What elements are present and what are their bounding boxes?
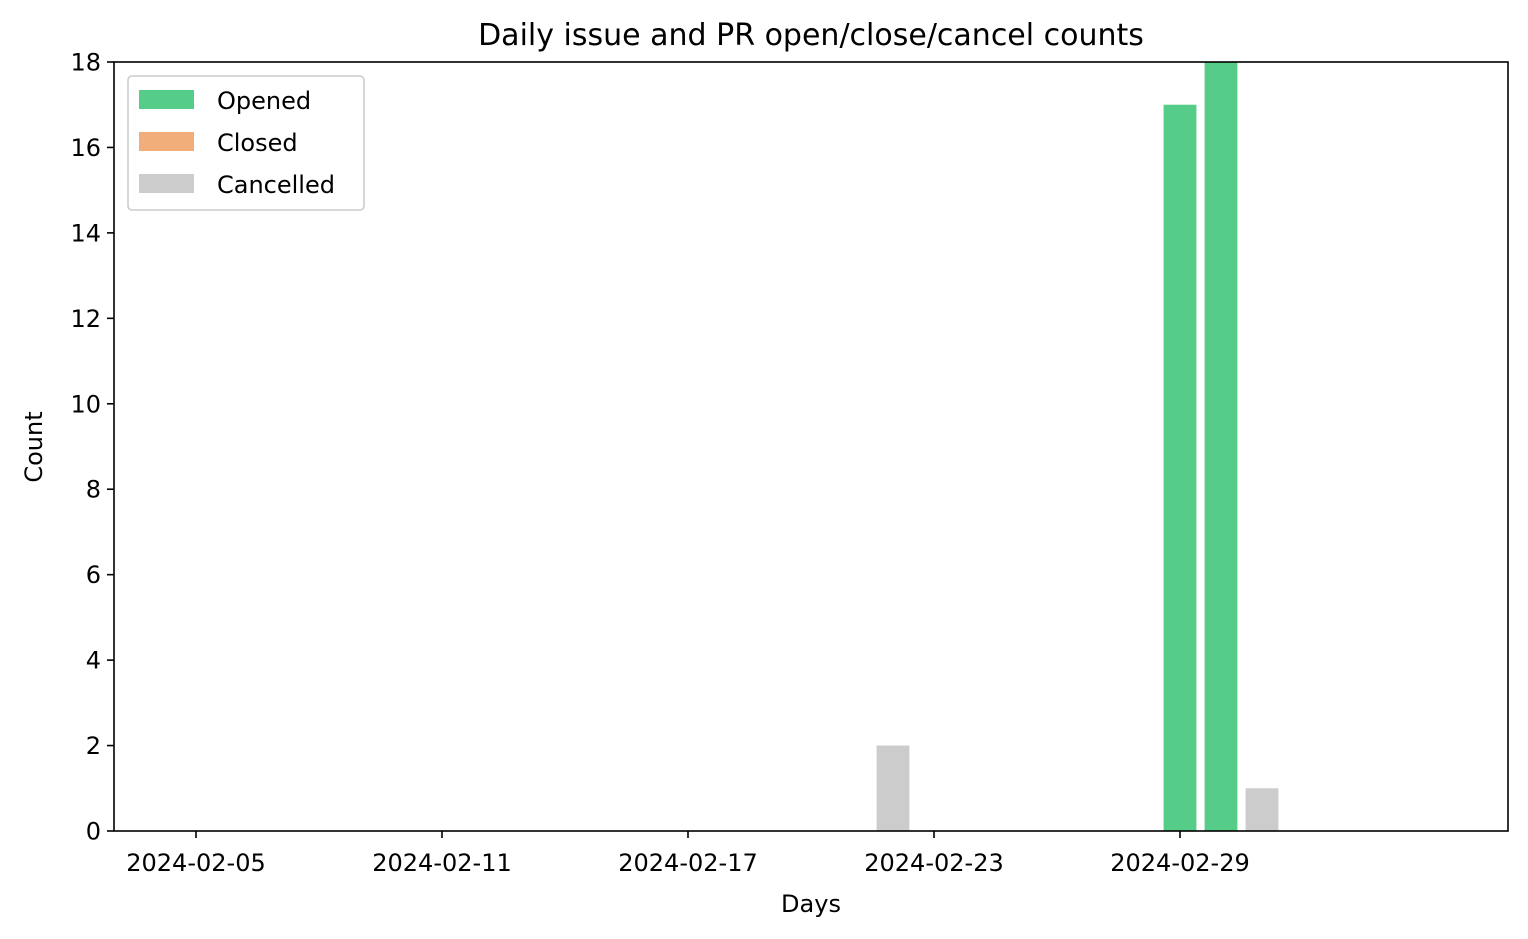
- y-tick-label: 10: [70, 390, 101, 418]
- legend: Opened Closed Cancelled: [127, 75, 365, 211]
- legend-label-cancelled: Cancelled: [217, 171, 335, 199]
- x-tick-label: 2024-02-29: [1110, 849, 1249, 877]
- y-tick-label: 4: [86, 647, 101, 675]
- y-axis-label: Count: [20, 411, 48, 482]
- y-tick-label: 14: [70, 219, 101, 247]
- y-tick-label: 8: [86, 476, 101, 504]
- bar-opened-0: [1163, 104, 1197, 831]
- x-axis-ticks: 2024-02-05 2024-02-11 2024-02-17 2024-02-23…: [126, 831, 1250, 877]
- x-axis-label: Days: [781, 890, 841, 918]
- y-tick-label: 6: [86, 561, 101, 589]
- legend-swatch-opened: [139, 90, 194, 109]
- legend-label-closed: Closed: [217, 129, 298, 157]
- y-tick-label: 18: [70, 49, 101, 77]
- x-tick-label: 2024-02-23: [864, 849, 1003, 877]
- plot-area-frame: [113, 61, 1509, 832]
- bar-cancelled-0: [876, 745, 910, 831]
- y-tick-label: 2: [86, 732, 101, 760]
- x-tick-label: 2024-02-05: [126, 849, 265, 877]
- bars: [876, 62, 1279, 831]
- bar-opened-1: [1204, 62, 1238, 831]
- chart-title: Daily issue and PR open/close/cancel cou…: [478, 18, 1144, 53]
- legend-label-opened: Opened: [217, 87, 311, 115]
- legend-swatch-cancelled: [139, 174, 194, 193]
- y-tick-label: 16: [70, 134, 101, 162]
- x-tick-label: 2024-02-11: [372, 849, 511, 877]
- y-axis-ticks: 0 2 4 6 8 10 12 14 16 18: [70, 49, 114, 846]
- y-tick-label: 12: [70, 305, 101, 333]
- y-tick-label: 0: [86, 818, 101, 846]
- x-tick-label: 2024-02-17: [618, 849, 757, 877]
- bar-cancelled-1: [1245, 788, 1279, 831]
- legend-swatch-closed: [139, 132, 194, 151]
